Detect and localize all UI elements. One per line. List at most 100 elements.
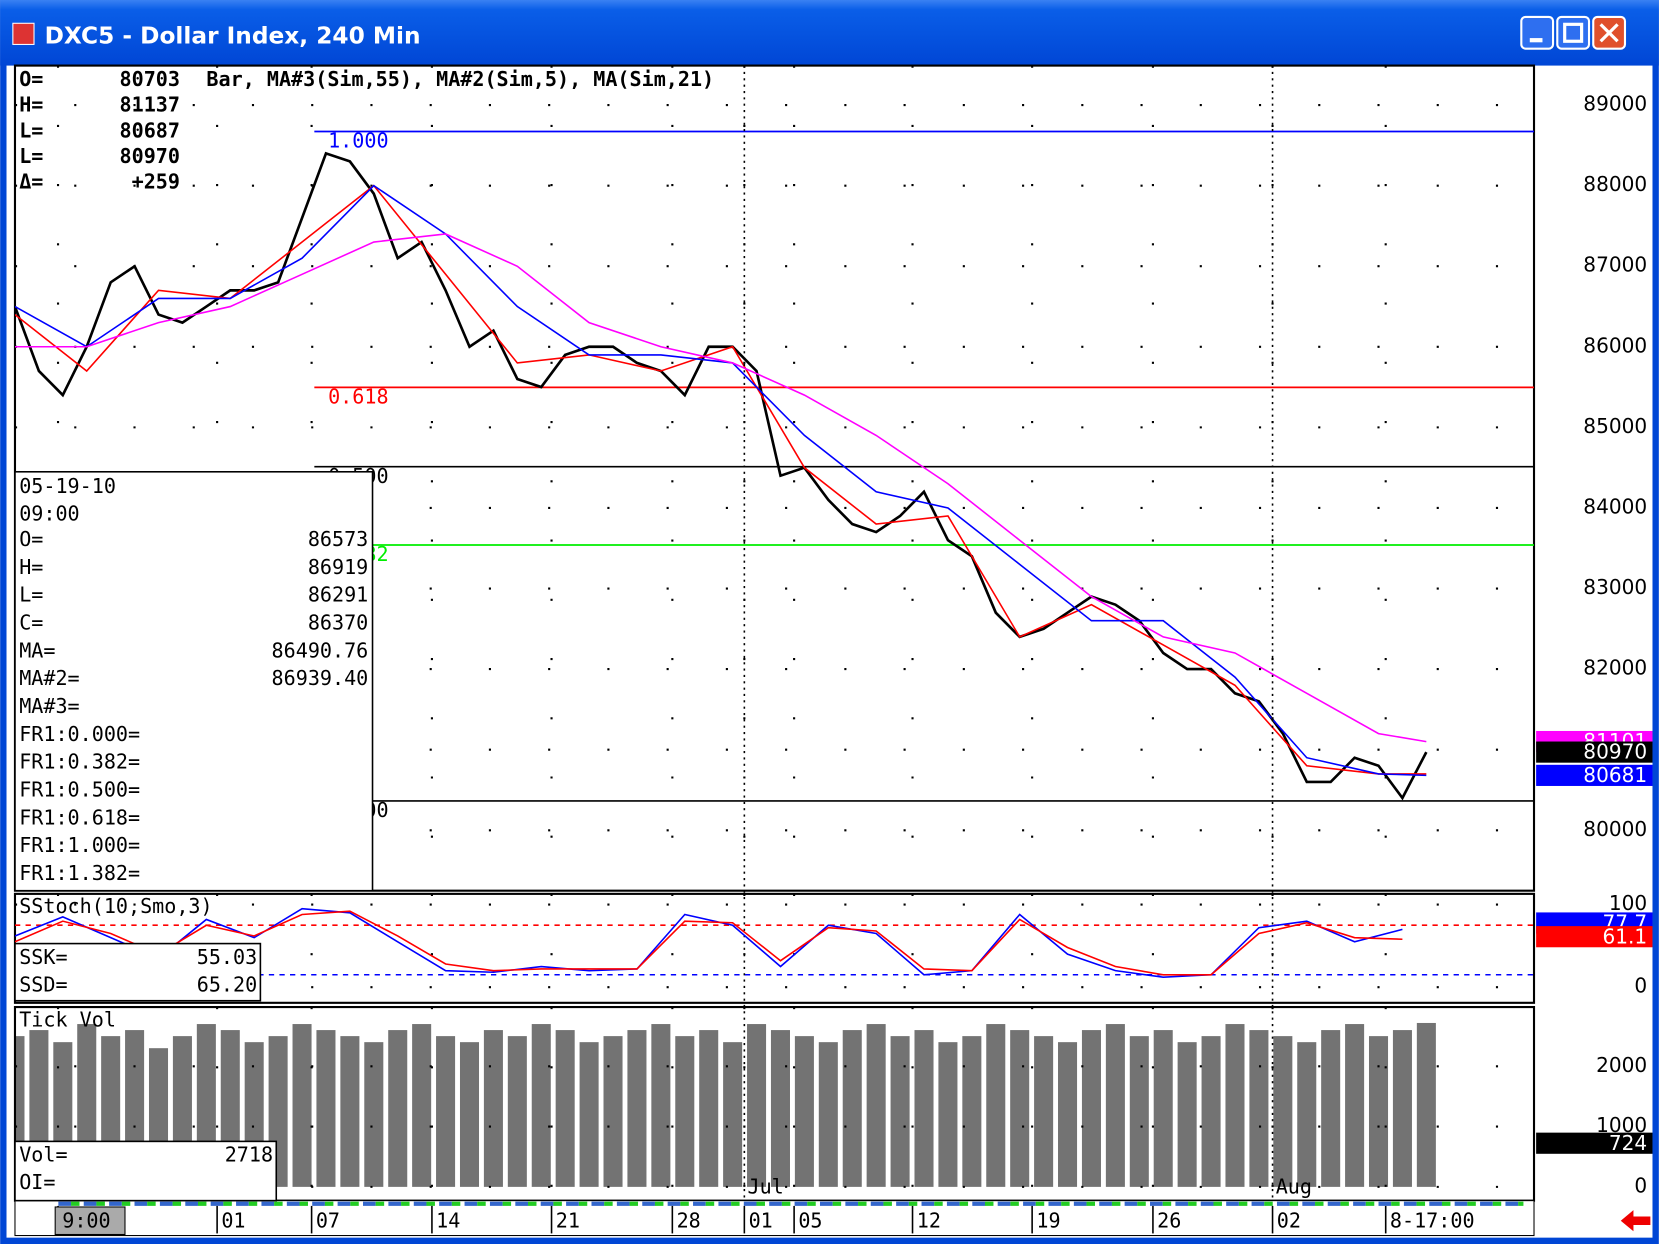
readout-label: O=: [19, 67, 43, 91]
info-value: 86490.76: [272, 638, 369, 662]
info-label: FR1:0.000=: [19, 722, 140, 746]
last-value-label: 80970: [1583, 740, 1647, 764]
time-cursor-box: [54, 1206, 126, 1236]
volume-bar: [962, 1036, 982, 1187]
info-label: L=: [19, 583, 43, 607]
studies-label: Bar, MA#3(Sim,55), MA#2(Sim,5), MA(Sim,2…: [206, 67, 714, 91]
volume-bar: [747, 1024, 767, 1187]
x-tick-label: 14: [436, 1208, 460, 1232]
volume-bar: [316, 1030, 336, 1187]
last-value-label: 80681: [1583, 763, 1647, 787]
info-box: [14, 470, 374, 892]
volume-bar: [579, 1042, 599, 1187]
volume-bar: [842, 1030, 862, 1187]
info-date: 05-19-10: [19, 474, 116, 498]
volume-bar: [340, 1036, 360, 1187]
panel-title: Tick Vol: [19, 1007, 116, 1031]
minimize-button[interactable]: [1520, 15, 1555, 50]
volume-bar: [292, 1024, 312, 1187]
info-value: 86370: [308, 611, 368, 635]
last-value-label: 724: [1609, 1131, 1647, 1155]
volume-bar: [507, 1036, 527, 1187]
info-label: MA=: [19, 638, 55, 662]
readout-box: [14, 942, 262, 1002]
volume-bar: [723, 1042, 743, 1187]
scroll-arrow[interactable]: [1620, 1210, 1651, 1232]
volume-bar: [699, 1030, 719, 1187]
info-value: 86573: [308, 527, 368, 551]
volume-bar: [1297, 1042, 1317, 1187]
last-value-box: [1536, 1132, 1653, 1154]
readout-value: 2718: [225, 1143, 273, 1167]
window-title: DXC5 - Dollar Index, 240 Min: [45, 23, 421, 50]
close-button[interactable]: [1592, 15, 1627, 50]
x-tick-label: 07: [316, 1208, 340, 1232]
info-label: FR1:0.500=: [19, 777, 140, 801]
maximize-button[interactable]: [1556, 15, 1591, 50]
info-time: 09:00: [19, 502, 79, 526]
info-label: FR1:1.000=: [19, 833, 140, 857]
last-value-box: [1536, 926, 1653, 948]
volume-bar: [1010, 1030, 1030, 1187]
x-tick-label: 01: [221, 1208, 245, 1232]
info-label: H=: [19, 555, 43, 579]
info-label: FR1:1.382=: [19, 861, 140, 885]
volume-bar: [555, 1030, 575, 1187]
readout-value: 80970: [120, 144, 180, 168]
y-tick-label: 80000: [1583, 817, 1647, 841]
volume-bar: [651, 1024, 671, 1187]
series-line: [14, 184, 1427, 775]
volume-bar: [388, 1030, 408, 1187]
info-value: 86919: [308, 555, 368, 579]
last-value-box: [1536, 764, 1653, 786]
volume-bar: [1249, 1030, 1269, 1187]
y-tick-label: 2000: [1596, 1053, 1647, 1077]
readout-label: SSK=: [19, 945, 67, 969]
time-axis: [14, 1200, 1535, 1237]
series-line: [14, 910, 1403, 976]
volume-bar: [675, 1036, 695, 1187]
x-tick-label: 28: [677, 1208, 701, 1232]
readout-label: L=: [19, 118, 43, 142]
readout-label: L=: [19, 144, 43, 168]
volume-bar: [14, 1036, 25, 1187]
x-tick-label: 26: [1157, 1208, 1181, 1232]
readout-value: 55.03: [197, 945, 257, 969]
info-label: FR1:0.382=: [19, 750, 140, 774]
series-line: [14, 151, 1428, 801]
x-tick-label: 19: [1036, 1208, 1060, 1232]
readout-value: 80687: [120, 118, 180, 142]
volume-bar: [1105, 1024, 1125, 1187]
volume-bar: [603, 1036, 623, 1187]
app-icon: [12, 22, 35, 45]
volume-bar: [436, 1036, 456, 1187]
volume-bar: [1321, 1030, 1341, 1187]
volume-bar: [1392, 1030, 1412, 1187]
last-value-label: 61.1: [1602, 924, 1647, 948]
volume-bar: [818, 1042, 838, 1187]
volume-bar: [1416, 1022, 1436, 1187]
y-tick-label: 89000: [1583, 92, 1647, 116]
info-label: FR1:0.618=: [19, 805, 140, 829]
readout-value: 81137: [120, 93, 180, 117]
y-tick-label: 83000: [1583, 575, 1647, 599]
readout-label: H=: [19, 93, 43, 117]
info-label: O=: [19, 527, 43, 551]
volume-bar: [1273, 1036, 1293, 1187]
overlay-layer: 811018097080681SStoch(10,Smo,3)77.761.1S…: [14, 67, 1653, 1236]
volume-bar: [1345, 1024, 1365, 1187]
y-tick-label: 84000: [1583, 494, 1647, 518]
volume-bar: [1058, 1042, 1078, 1187]
volume-bar: [866, 1024, 886, 1187]
volume-bar: [914, 1030, 934, 1187]
info-label: MA#2=: [19, 666, 79, 690]
volume-bar: [1225, 1024, 1245, 1187]
readout-box: [14, 1140, 278, 1202]
volume-bar: [531, 1024, 551, 1187]
volume-bar: [1153, 1030, 1173, 1187]
x-tick-label: 05: [798, 1208, 822, 1232]
series-line: [14, 233, 1427, 743]
y-tick-label: 87000: [1583, 253, 1647, 277]
y-tick-label: 100: [1609, 891, 1647, 915]
y-tick-label: 88000: [1583, 172, 1647, 196]
